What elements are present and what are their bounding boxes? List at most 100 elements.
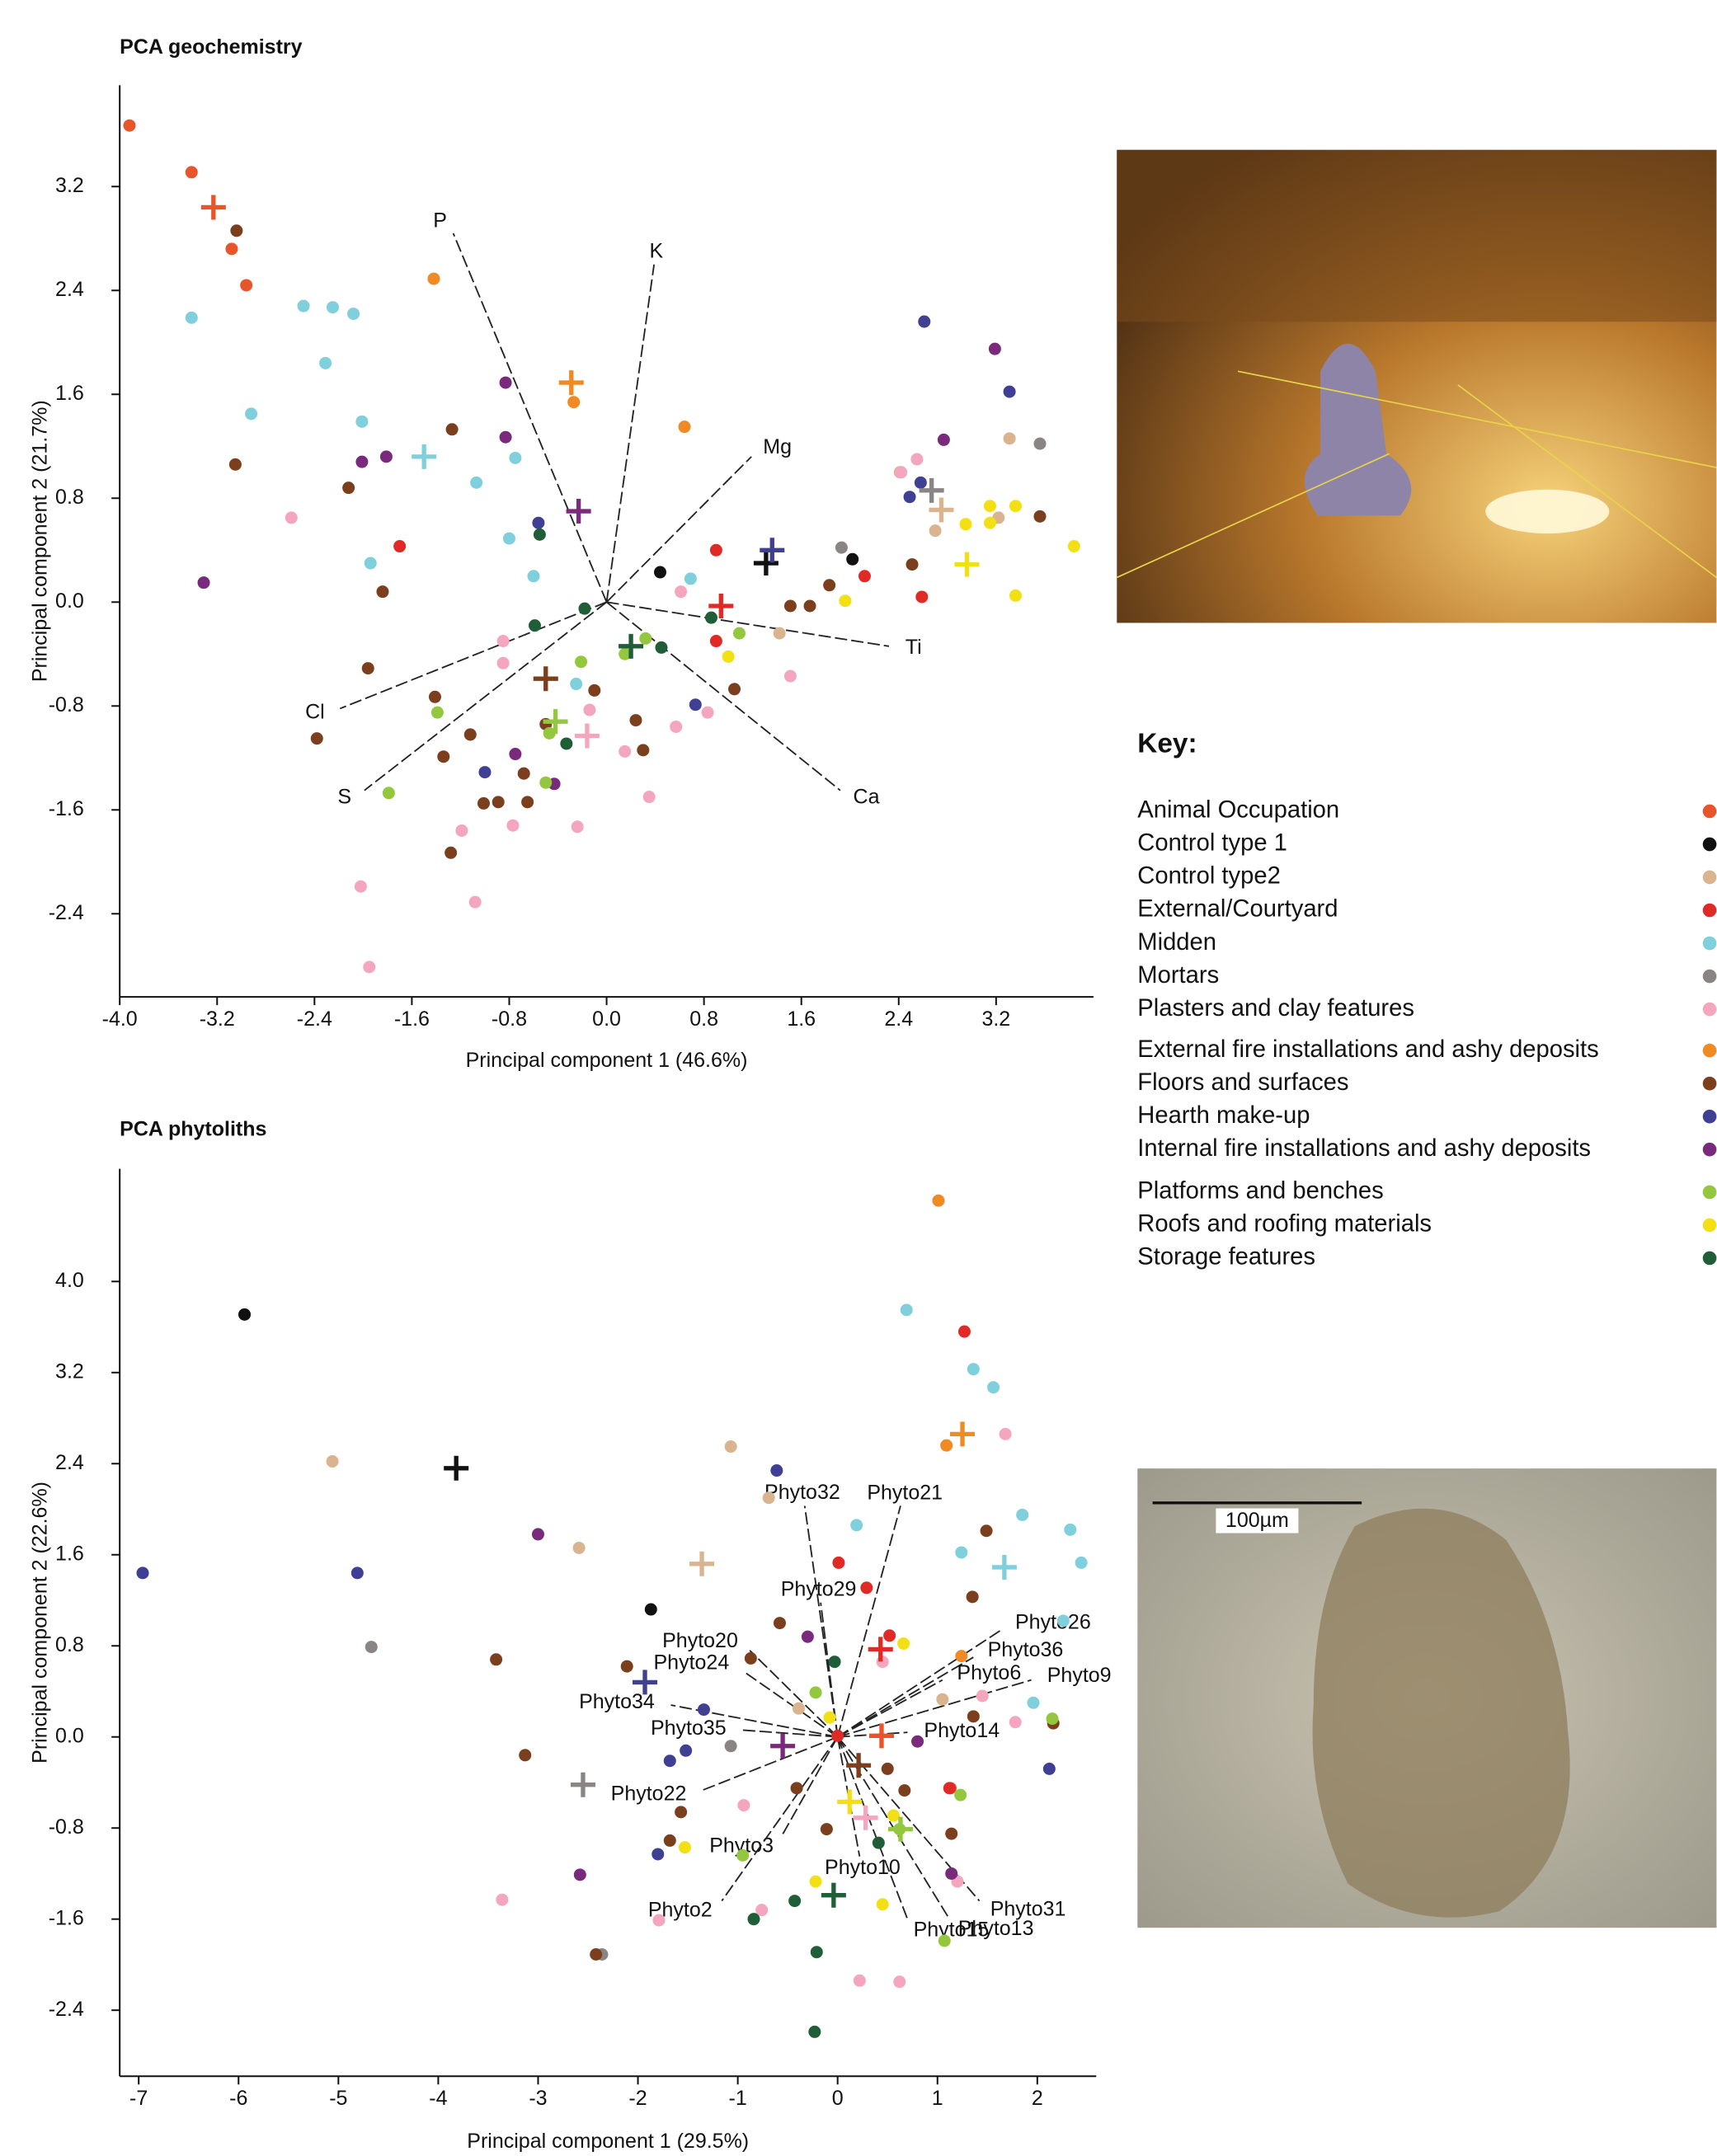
- data-point: [981, 1524, 993, 1537]
- data-point: [506, 820, 519, 832]
- y-tick-label: -1.6: [49, 1906, 84, 1929]
- data-point: [365, 1641, 378, 1653]
- data-point: [567, 396, 580, 408]
- data-point: [355, 881, 367, 893]
- vector-label: Phyto6: [957, 1661, 1021, 1684]
- data-point: [897, 1637, 910, 1650]
- data-point: [918, 316, 930, 328]
- data-point: [774, 1617, 786, 1629]
- data-point: [429, 691, 441, 703]
- y-tick-label: 1.6: [55, 382, 84, 405]
- y-axis-label: Principal component 2 (22.6%): [29, 1482, 52, 1764]
- data-point: [393, 540, 406, 552]
- data-point: [745, 1652, 757, 1665]
- light-spot: [1485, 490, 1609, 533]
- data-point: [831, 1730, 844, 1742]
- data-point: [679, 420, 691, 433]
- data-point: [954, 1789, 967, 1801]
- data-point: [763, 1491, 775, 1504]
- data-point: [245, 407, 257, 420]
- legend-title: Key:: [1137, 729, 1197, 759]
- legend-label: Animal Occupation: [1137, 797, 1339, 824]
- data-point: [689, 698, 702, 711]
- legend-label: Internal fire installations and ashy dep…: [1137, 1135, 1591, 1162]
- data-point: [500, 431, 512, 444]
- data-point: [893, 1975, 906, 1988]
- data-point: [496, 1894, 508, 1906]
- data-point: [351, 1567, 364, 1579]
- data-point: [1033, 510, 1046, 523]
- data-point: [823, 579, 835, 591]
- data-point: [829, 1656, 841, 1668]
- data-point: [123, 120, 135, 132]
- y-tick-label: 0.8: [55, 486, 84, 509]
- data-point: [503, 533, 515, 545]
- legend-swatch: [1703, 1044, 1717, 1058]
- data-point: [938, 1934, 951, 1947]
- vector-label: K: [650, 240, 664, 263]
- data-point: [572, 820, 584, 833]
- y-tick-label: 2.4: [55, 1451, 84, 1474]
- legend-label: Midden: [1137, 929, 1216, 956]
- data-point: [736, 1849, 749, 1862]
- x-tick-label: 0.0: [592, 1008, 621, 1031]
- data-point: [1057, 1614, 1070, 1627]
- data-point: [725, 1440, 737, 1453]
- legend-swatch: [1703, 805, 1717, 819]
- data-point: [835, 542, 848, 554]
- vector-label: Ti: [906, 636, 922, 659]
- data-point: [1068, 540, 1080, 552]
- data-point: [469, 896, 482, 909]
- data-point: [664, 1754, 676, 1767]
- data-point: [955, 1546, 967, 1558]
- data-point: [846, 553, 858, 566]
- legend-label: Control type2: [1137, 863, 1281, 890]
- legend-swatch: [1703, 904, 1717, 918]
- vector-label: Phyto35: [651, 1717, 727, 1740]
- data-point: [1016, 1509, 1028, 1521]
- data-point: [850, 1519, 863, 1531]
- data-point: [680, 1745, 692, 1757]
- data-point: [383, 787, 395, 799]
- legend-swatch: [1703, 1077, 1717, 1091]
- data-point: [747, 1913, 760, 1925]
- data-point: [186, 312, 198, 324]
- vector-label: Phyto9: [1047, 1664, 1112, 1687]
- data-point: [770, 1464, 783, 1477]
- x-tick-label: -1.6: [394, 1008, 430, 1031]
- data-point: [500, 377, 512, 389]
- data-point: [967, 1590, 979, 1603]
- legend-label: Hearth make-up: [1137, 1102, 1310, 1129]
- data-point: [643, 791, 656, 803]
- data-point: [1004, 432, 1016, 444]
- y-tick-label: -0.8: [49, 693, 84, 716]
- data-point: [519, 1749, 531, 1761]
- loading-vector: [750, 1651, 838, 1737]
- data-point: [940, 1440, 953, 1452]
- data-point: [774, 627, 786, 640]
- loading-vector: [838, 1505, 901, 1736]
- data-point: [645, 1604, 657, 1616]
- vector-label: Phyto24: [653, 1651, 729, 1675]
- centroid-marker: [854, 1806, 878, 1830]
- data-point: [574, 1868, 586, 1881]
- data-point: [431, 707, 444, 719]
- x-tick-label: 1: [932, 2087, 943, 2110]
- data-point: [621, 1660, 633, 1673]
- data-point: [298, 300, 310, 312]
- data-point: [984, 517, 996, 529]
- legend-swatch: [1703, 871, 1717, 885]
- x-tick-label: 0.8: [689, 1008, 718, 1031]
- vector-label: P: [433, 209, 447, 233]
- data-point: [728, 683, 741, 695]
- figure: 100µm Key: PCA geochemistryPrincipal com…: [0, 0, 1717, 2156]
- x-tick-label: -6: [229, 2087, 247, 2110]
- data-point: [675, 1806, 687, 1818]
- data-point: [811, 1946, 823, 1958]
- data-point: [137, 1567, 149, 1579]
- data-point: [446, 423, 459, 435]
- data-point: [887, 1810, 900, 1822]
- data-point: [629, 714, 642, 726]
- centroid-marker: [992, 1555, 1017, 1580]
- data-point: [808, 2026, 821, 2038]
